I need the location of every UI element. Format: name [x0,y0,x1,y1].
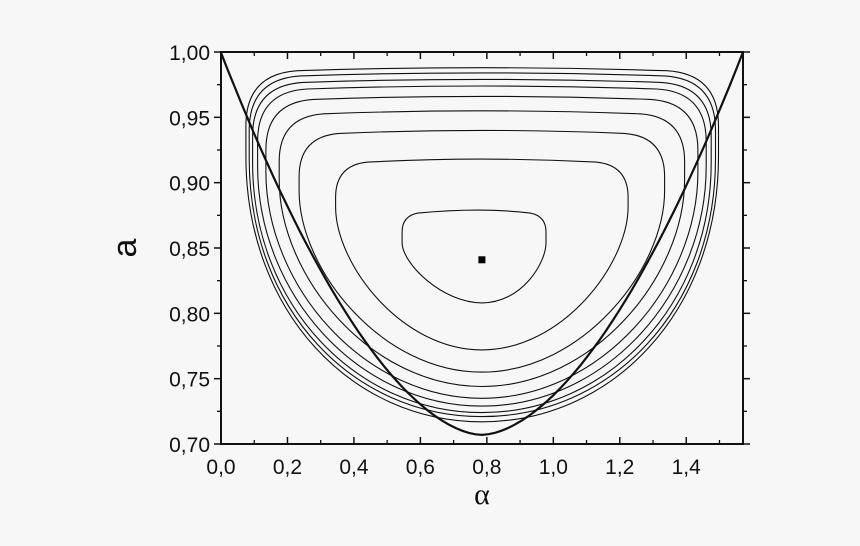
contour-line [335,158,629,351]
x-tick-label: 0,2 [273,456,302,479]
contour-line [278,110,686,388]
y-tick-label: 1,00 [169,42,210,65]
contour-line [245,67,720,423]
y-tick-label: 0,85 [169,238,210,261]
contour-line [252,78,712,414]
x-tick-label: 1,0 [539,456,568,479]
x-tick-label: 1,4 [672,456,702,479]
y-tick-label: 0,70 [169,434,210,457]
x-axis-label: α [474,478,490,511]
y-axis-label: a [106,238,144,257]
contour-line [248,72,717,418]
y-tick-label: 0,75 [169,369,210,392]
x-tick-label: 0,4 [339,456,369,479]
contour-line [401,209,547,304]
contour-line [265,95,699,399]
x-tick-label: 0,6 [406,456,435,479]
separatrix-curve [219,51,745,437]
x-tick-label: 0,8 [472,456,501,479]
contour-line [298,129,666,373]
fixed-point-marker [478,256,486,264]
y-axis: 0,70 0,75 0,80 0,85 0,90 0,95 1,00 [169,42,750,457]
x-tick-label: 1,2 [605,456,634,479]
y-tick-label: 0,95 [169,107,210,130]
y-tick-label: 0,80 [169,303,210,326]
x-tick-label: 0,0 [206,456,235,479]
x-axis: 0,0 0,2 0,4 0,6 0,8 1,0 1,2 1,4 [206,52,721,479]
y-tick-label: 0,90 [169,173,210,196]
contour-line [257,85,707,407]
contour-lines [245,67,720,423]
